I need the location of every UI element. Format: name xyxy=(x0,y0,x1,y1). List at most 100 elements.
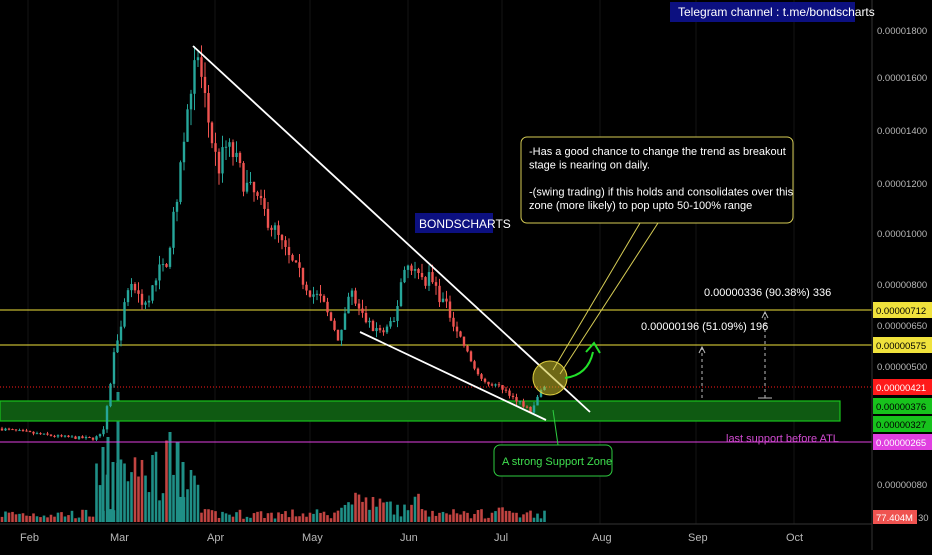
price-axis: 0.00001800 0.00001600 0.00001400 0.00001200… xyxy=(871,0,932,550)
volume-bar xyxy=(417,493,420,522)
volume-bar xyxy=(340,507,343,522)
volume-bar xyxy=(371,496,375,522)
candle-body xyxy=(193,60,196,94)
volume-bar xyxy=(126,481,130,522)
last-support-label: last support before ATL xyxy=(726,433,839,445)
candle-body xyxy=(137,290,140,294)
time-tick-label: Mar xyxy=(110,532,129,544)
volume-bar xyxy=(448,514,452,522)
time-tick-label: Feb xyxy=(20,532,39,544)
volume-bar xyxy=(277,512,280,522)
candle-body xyxy=(438,285,441,303)
volume-bar xyxy=(245,516,249,522)
volume-bar xyxy=(196,484,200,522)
volume-bar xyxy=(469,518,473,522)
candle-body xyxy=(287,246,291,256)
candle-body xyxy=(511,395,515,398)
candle-body xyxy=(487,381,490,385)
telegram-text[interactable]: Telegram channel : t.me/bondscharts xyxy=(678,5,875,19)
price-badge-label: 0.00000575 xyxy=(876,341,926,352)
volume-bar xyxy=(137,476,140,522)
candle-body xyxy=(238,152,242,164)
candle-body xyxy=(49,434,53,436)
volume-bar xyxy=(60,512,63,522)
candle-body xyxy=(301,267,305,285)
volume-bar xyxy=(77,517,81,522)
candle-body xyxy=(280,234,284,241)
candle-body xyxy=(501,385,504,390)
volume-bar xyxy=(252,513,256,522)
candle-body xyxy=(441,298,445,303)
support-callout-pointer xyxy=(552,409,559,446)
candle-body xyxy=(203,76,207,94)
candle-body xyxy=(133,284,137,291)
candle-body xyxy=(217,151,221,174)
volume-bar xyxy=(434,515,438,522)
candle-body xyxy=(378,328,382,331)
volume-bar xyxy=(280,513,284,522)
volume-bar xyxy=(0,516,4,522)
candle-body xyxy=(364,312,368,323)
price-badge xyxy=(873,416,932,432)
volume-bar xyxy=(525,512,529,522)
candle-body xyxy=(340,329,343,341)
volume-bar xyxy=(483,518,487,522)
volume-bar xyxy=(200,512,203,522)
candle-body xyxy=(56,435,60,437)
candle-body xyxy=(11,429,14,431)
candle-body xyxy=(77,436,81,439)
volume-bar xyxy=(420,509,424,522)
volume-bar xyxy=(81,509,84,522)
volume-bar xyxy=(238,509,242,522)
volume-bars xyxy=(0,392,546,522)
note-pointer-b xyxy=(559,222,659,375)
time-tick-label: May xyxy=(302,532,323,544)
price-tick-label: 0.00001000 xyxy=(877,229,927,240)
volume-bar xyxy=(490,512,494,522)
volume-bar xyxy=(287,517,291,522)
candle-body xyxy=(154,280,158,286)
candle-body xyxy=(371,320,375,332)
candle-body xyxy=(298,262,301,268)
price-badge xyxy=(873,434,932,450)
candle-body xyxy=(21,430,25,432)
candle-body xyxy=(98,434,102,437)
candle-body xyxy=(333,320,336,330)
candle-body xyxy=(427,272,431,286)
volume-bar xyxy=(357,494,361,522)
candle-body xyxy=(224,146,228,148)
volume-bar xyxy=(116,392,120,522)
volume-bar xyxy=(319,512,322,522)
volume-bar xyxy=(111,462,115,522)
volume-bar xyxy=(497,507,501,522)
candle-body xyxy=(410,265,413,271)
telegram-badge[interactable] xyxy=(670,2,855,22)
volume-bar xyxy=(98,485,102,522)
lower-trendline xyxy=(359,331,547,421)
projection-arrowhead xyxy=(585,341,601,354)
candle-body xyxy=(42,433,46,435)
price-badge-label: 0.00000265 xyxy=(876,438,926,449)
volume-bar xyxy=(501,507,504,522)
candle-body xyxy=(413,269,417,271)
candle-body xyxy=(536,396,539,406)
candle-body xyxy=(329,312,333,321)
candle-body xyxy=(14,429,18,431)
volume-bar xyxy=(326,515,329,522)
candle-body xyxy=(231,142,235,158)
note-line xyxy=(529,173,532,185)
time-tick-label: Jul xyxy=(494,532,508,544)
volume-bar xyxy=(84,509,88,522)
volume-bar xyxy=(214,511,217,522)
volume-bar xyxy=(511,512,515,522)
candle-body xyxy=(277,225,280,235)
volume-bar xyxy=(375,506,378,522)
volume-bar xyxy=(301,513,305,522)
volume-bar xyxy=(256,511,259,522)
volume-bar xyxy=(329,518,333,522)
candle-body xyxy=(322,295,326,302)
support-zone-callout xyxy=(493,444,613,477)
volume-bar xyxy=(165,440,168,522)
price-tick-label: 0.00001600 xyxy=(877,73,927,84)
watermark-text: BONDSCHARTS xyxy=(419,217,511,231)
